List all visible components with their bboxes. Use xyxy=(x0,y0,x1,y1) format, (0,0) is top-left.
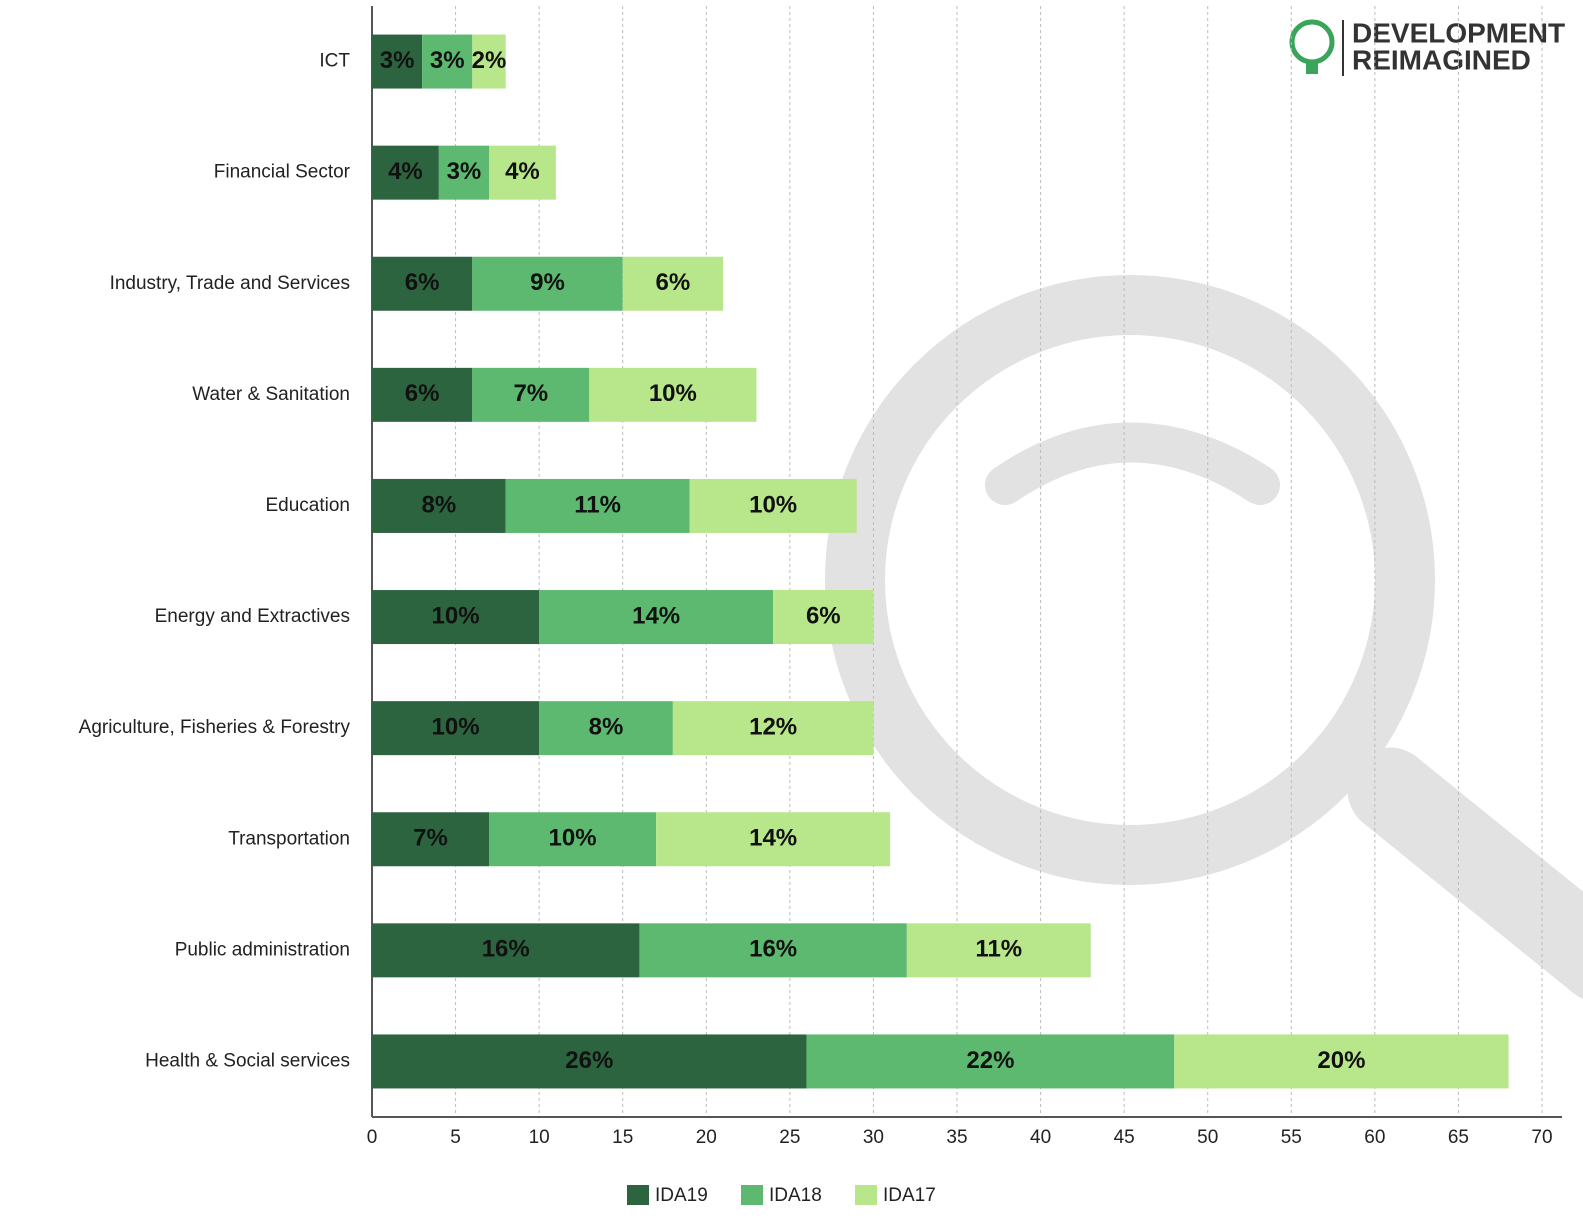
bar-segment xyxy=(372,590,540,645)
value-label: 10% xyxy=(549,825,597,852)
watermark xyxy=(825,275,1583,999)
bar-segment xyxy=(372,256,473,311)
bar-segment xyxy=(372,701,540,756)
value-label: 11% xyxy=(574,491,621,518)
value-label: 16% xyxy=(482,936,530,963)
value-label: 6% xyxy=(405,269,440,296)
legend-swatch xyxy=(627,1185,649,1205)
value-label: 10% xyxy=(649,380,697,407)
x-tick-label: 5 xyxy=(450,1127,461,1148)
value-label: 8% xyxy=(422,491,457,518)
bar-segment xyxy=(438,145,489,200)
bar-segment xyxy=(639,923,907,978)
bar-segment xyxy=(539,590,774,645)
x-tick-label: 0 xyxy=(367,1127,378,1148)
value-label: 7% xyxy=(413,825,448,852)
value-label: 26% xyxy=(565,1047,613,1074)
value-label: 3% xyxy=(380,47,415,74)
value-label: 22% xyxy=(966,1047,1014,1074)
x-tick-label: 45 xyxy=(1114,1127,1135,1148)
value-label: 9% xyxy=(530,269,565,296)
x-tick-label: 35 xyxy=(946,1127,967,1148)
value-label: 10% xyxy=(432,713,480,740)
y-tick-label: Education xyxy=(265,495,350,516)
value-label: 16% xyxy=(749,936,797,963)
bar-segment xyxy=(656,812,891,867)
bar-segment xyxy=(372,923,640,978)
bar-segment xyxy=(489,812,657,867)
y-tick-label: ICT xyxy=(319,51,350,72)
logo: DEVELOPMENT REIMAGINED xyxy=(1289,17,1565,76)
bar-segment xyxy=(806,1034,1175,1089)
legend-label: IDA17 xyxy=(883,1185,936,1206)
value-label: 3% xyxy=(430,47,465,74)
value-label: 4% xyxy=(505,158,540,185)
value-label: 6% xyxy=(656,269,691,296)
value-label: 6% xyxy=(806,602,841,629)
value-label: 3% xyxy=(447,158,482,185)
bar-segment xyxy=(906,923,1091,978)
bar-segment xyxy=(422,34,473,89)
bar-segment xyxy=(539,701,673,756)
bar-segment xyxy=(372,812,489,867)
bar-segment xyxy=(689,478,857,533)
legend-swatch xyxy=(741,1185,763,1205)
value-label: 20% xyxy=(1317,1047,1365,1074)
x-tick-label: 10 xyxy=(529,1127,550,1148)
y-tick-label: Financial Sector xyxy=(214,162,351,183)
y-tick-label: Agriculture, Fisheries & Forestry xyxy=(79,717,351,738)
bar-segment xyxy=(672,701,874,756)
value-label: 2% xyxy=(472,47,507,74)
bar-segment xyxy=(372,145,439,200)
legend-label: IDA19 xyxy=(655,1185,708,1206)
bar-segment xyxy=(372,1034,807,1089)
x-tick-label: 60 xyxy=(1364,1127,1385,1148)
value-label: 4% xyxy=(388,158,423,185)
value-label: 6% xyxy=(405,380,440,407)
x-tick-label: 15 xyxy=(612,1127,633,1148)
bar-segment xyxy=(372,478,506,533)
value-label: 12% xyxy=(749,713,797,740)
logo-text: REIMAGINED xyxy=(1352,44,1531,75)
x-tick-label: 30 xyxy=(863,1127,884,1148)
y-tick-label: Energy and Extractives xyxy=(155,606,350,627)
bar-segment xyxy=(472,34,506,89)
y-tick-label: Industry, Trade and Services xyxy=(110,273,350,294)
bar-segment xyxy=(1174,1034,1509,1089)
value-label: 10% xyxy=(749,491,797,518)
value-label: 11% xyxy=(975,936,1022,963)
bar-segment xyxy=(622,256,723,311)
y-tick-label: Public administration xyxy=(175,939,350,960)
x-tick-label: 55 xyxy=(1281,1127,1302,1148)
x-tick-label: 25 xyxy=(779,1127,800,1148)
value-label: 7% xyxy=(513,380,548,407)
value-label: 14% xyxy=(749,825,797,852)
bar-segment xyxy=(489,145,556,200)
value-label: 10% xyxy=(432,602,480,629)
bar-segment xyxy=(773,590,874,645)
value-label: 8% xyxy=(589,713,624,740)
y-tick-label: Health & Social services xyxy=(145,1050,350,1071)
x-tick-label: 50 xyxy=(1197,1127,1218,1148)
x-tick-label: 65 xyxy=(1448,1127,1469,1148)
legend-label: IDA18 xyxy=(769,1185,822,1206)
bar-segment xyxy=(505,478,690,533)
y-tick-label: Water & Sanitation xyxy=(192,384,350,405)
bar-segment xyxy=(472,367,590,422)
x-tick-label: 40 xyxy=(1030,1127,1051,1148)
bar-segment xyxy=(372,367,473,422)
value-label: 14% xyxy=(632,602,680,629)
bar-segment xyxy=(589,367,757,422)
x-tick-label: 20 xyxy=(696,1127,717,1148)
bar-segment xyxy=(472,256,623,311)
y-tick-label: Transportation xyxy=(228,828,350,849)
bar-segment xyxy=(372,34,423,89)
legend-swatch xyxy=(855,1185,877,1205)
x-tick-label: 70 xyxy=(1531,1127,1552,1148)
